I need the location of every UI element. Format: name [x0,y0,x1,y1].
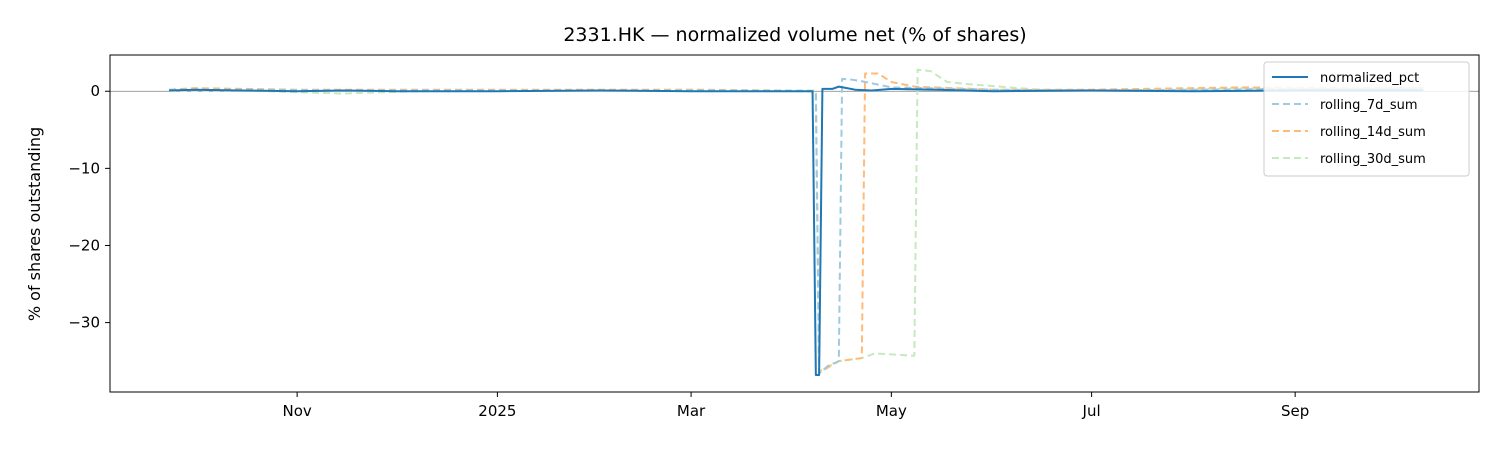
legend-label-normalized_pct: normalized_pct [1320,71,1419,86]
x-tick-label: May [876,402,907,420]
x-tick-label: 2025 [478,402,516,420]
y-tick-label: −10 [68,159,100,177]
x-tick-label: Nov [282,402,311,420]
chart-title: 2331.HK — normalized volume net (% of sh… [563,24,1026,46]
legend: normalized_pct rolling_7d_sum rolling_14d_… [1263,61,1470,177]
x-tick-label: Mar [677,402,706,420]
y-tick-label: 0 [90,82,100,100]
y-axis-label: % of shares outstanding [25,127,44,321]
legend-label-rolling_30d_sum: rolling_30d_sum [1320,152,1426,167]
legend-label-rolling_14d_sum: rolling_14d_sum [1320,125,1426,140]
y-tick-label: −30 [68,314,100,332]
series-line-normalized_pct [169,85,1424,377]
y-tick-label: −20 [68,236,100,254]
legend-box [1263,61,1470,177]
x-tick-label: Sep [1281,402,1309,420]
series-line-rolling_30d_sum [169,68,1424,373]
series-line-rolling_7d_sum [169,77,1424,375]
series-line-rolling_14d_sum [169,72,1424,374]
plot-area: 0 −10 −20 −30 Nov 2025 Mar May Jul Sep [68,54,1480,420]
x-tick-label: Jul [1082,402,1101,420]
plot-frame [109,54,1480,393]
legend-label-rolling_7d_sum: rolling_7d_sum [1320,98,1418,113]
series-group [169,68,1424,377]
